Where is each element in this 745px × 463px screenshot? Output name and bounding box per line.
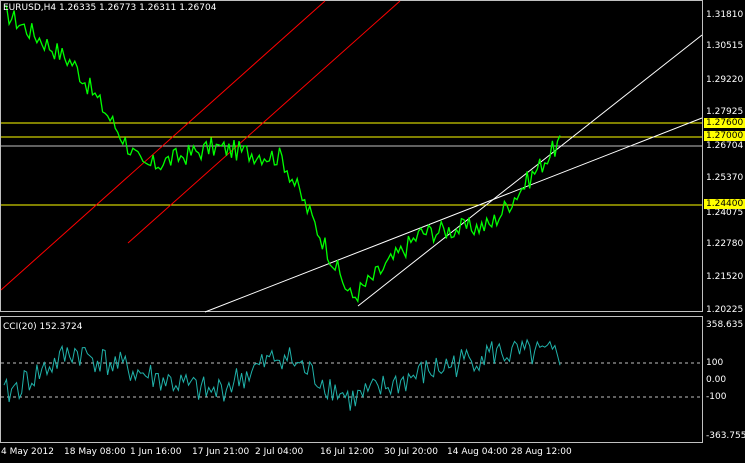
time-tick: 1 Jun 16:00 [130,447,182,457]
cci-title: CCI(20) 152.3724 [3,322,83,332]
time-tick: 16 Jul 12:00 [320,447,374,457]
level-tag-3: 1.24400 [704,199,745,209]
chart-title: EURUSD,H4 1.26335 1.26773 1.26311 1.2670… [3,3,217,13]
cci-tick: -363.755 [706,431,745,441]
cci-series-line [3,338,561,411]
current-price-tag: 1.26704 [704,141,745,151]
level-tag-1: 1.27600 [704,118,745,128]
cci-tick: 0.00 [706,375,727,385]
time-tick: 18 May 08:00 [64,447,126,457]
price-series-line [4,5,561,304]
time-tick: 30 Jul 20:00 [384,447,438,457]
price-tick: 1.31810 [706,10,744,20]
white-channel-lower[interactable] [204,117,703,313]
price-tick: 1.25370 [706,173,744,183]
cci-tick: -100 [706,392,727,402]
price-panel-frame [0,0,703,312]
time-tick: 4 May 2012 [1,447,54,457]
price-tick: 1.27925 [706,107,744,117]
cci-tick: 358.635 [706,320,744,330]
cci-panel-frame [0,316,703,443]
price-tick: 1.24075 [706,208,744,218]
price-tick: 1.22780 [706,239,744,249]
price-tick: 1.29220 [706,75,744,85]
time-tick: 14 Aug 04:00 [447,447,508,457]
price-tick: 1.21520 [706,272,744,282]
price-tick: 1.30515 [706,41,744,51]
time-tick: 17 Jun 21:00 [192,447,250,457]
time-tick: 2 Jul 04:00 [255,447,304,457]
cci-tick: 100 [706,358,724,368]
red-channel-lower[interactable] [0,0,326,291]
white-channel-upper[interactable] [357,34,703,307]
red-channel-upper[interactable] [127,0,401,244]
price-tick: 1.20225 [706,305,744,315]
level-tag-2: 1.27000 [704,131,745,141]
time-tick: 28 Aug 12:00 [511,447,572,457]
